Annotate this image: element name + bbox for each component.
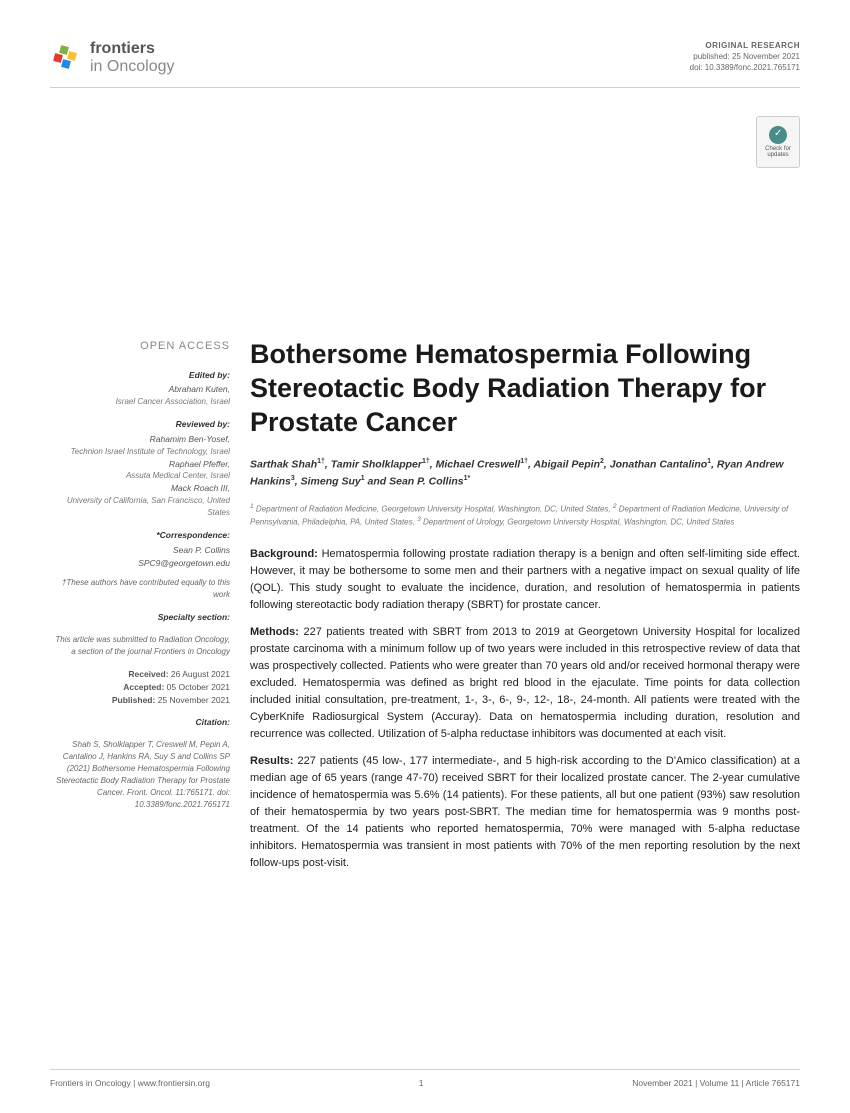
citation-label: Citation: <box>50 716 230 729</box>
reviewer2-name: Raphael Pfeffer, <box>50 458 230 471</box>
page-header: frontiers in Oncology ORIGINAL RESEARCH … <box>50 40 800 88</box>
journal-name-bottom: in Oncology <box>90 58 175 76</box>
publication-info: ORIGINAL RESEARCH published: 25 November… <box>690 40 800 74</box>
specialty-label: Specialty section: <box>50 611 230 624</box>
accepted-date: Accepted: 05 October 2021 <box>50 681 230 694</box>
editor-name: Abraham Kuten, <box>50 383 230 396</box>
abstract-background: Background: Hematospermia following pros… <box>250 546 800 614</box>
reviewer3-name: Mack Roach III, <box>50 482 230 495</box>
check-icon <box>769 126 787 144</box>
correspondence-name: Sean P. Collins <box>50 544 230 557</box>
reviewer3-affil: University of California, San Francisco,… <box>50 495 230 519</box>
page-footer: Frontiers in Oncology | www.frontiersin.… <box>50 1069 800 1088</box>
received-date: Received: 26 August 2021 <box>50 668 230 681</box>
authors-list: Sarthak Shah1†, Tamir Sholklapper1†, Mic… <box>250 457 800 490</box>
main-content: OPEN ACCESS Edited by: Abraham Kuten, Is… <box>50 338 800 882</box>
reviewer1-affil: Technion Israel Institute of Technology,… <box>50 446 230 458</box>
published-date-side: Published: 25 November 2021 <box>50 694 230 707</box>
footer-page-number: 1 <box>419 1078 424 1088</box>
correspondence-email: SPC9@georgetown.edu <box>50 557 230 570</box>
footer-left: Frontiers in Oncology | www.frontiersin.… <box>50 1078 210 1088</box>
journal-logo: frontiers in Oncology <box>50 40 175 75</box>
sidebar-metadata: OPEN ACCESS Edited by: Abraham Kuten, Is… <box>50 338 230 882</box>
reviewer1-name: Rahamim Ben-Yosef, <box>50 433 230 446</box>
article-title: Bothersome Hematospermia Following Stere… <box>250 338 800 439</box>
abstract-methods: Methods: 227 patients treated with SBRT … <box>250 624 800 743</box>
footer-right: November 2021 | Volume 11 | Article 7651… <box>632 1078 800 1088</box>
citation-text: Shah S, Sholklapper T, Creswell M, Pepin… <box>50 739 230 811</box>
editor-affil: Israel Cancer Association, Israel <box>50 396 230 408</box>
reviewed-by-label: Reviewed by: <box>50 418 230 431</box>
reviewer2-affil: Assuta Medical Center, Israel <box>50 470 230 482</box>
specialty-text: This article was submitted to Radiation … <box>50 634 230 658</box>
check-updates-label: Check for updates <box>757 146 799 158</box>
correspondence-label: *Correspondence: <box>50 529 230 542</box>
edited-by-label: Edited by: <box>50 369 230 382</box>
equal-contribution-note: †These authors have contributed equally … <box>50 577 230 601</box>
affiliations-list: 1 Department of Radiation Medicine, Geor… <box>250 502 800 528</box>
article-body: Bothersome Hematospermia Following Stere… <box>250 338 800 882</box>
doi-text: doi: 10.3389/fonc.2021.765171 <box>690 62 800 73</box>
published-date: published: 25 November 2021 <box>690 51 800 62</box>
journal-name-top: frontiers <box>90 40 175 58</box>
article-type: ORIGINAL RESEARCH <box>690 40 800 51</box>
check-updates-badge[interactable]: Check for updates <box>756 116 800 168</box>
abstract-results: Results: 227 patients (45 low-, 177 inte… <box>250 753 800 872</box>
open-access-label: OPEN ACCESS <box>50 338 230 355</box>
frontiers-logo-icon <box>50 42 82 74</box>
